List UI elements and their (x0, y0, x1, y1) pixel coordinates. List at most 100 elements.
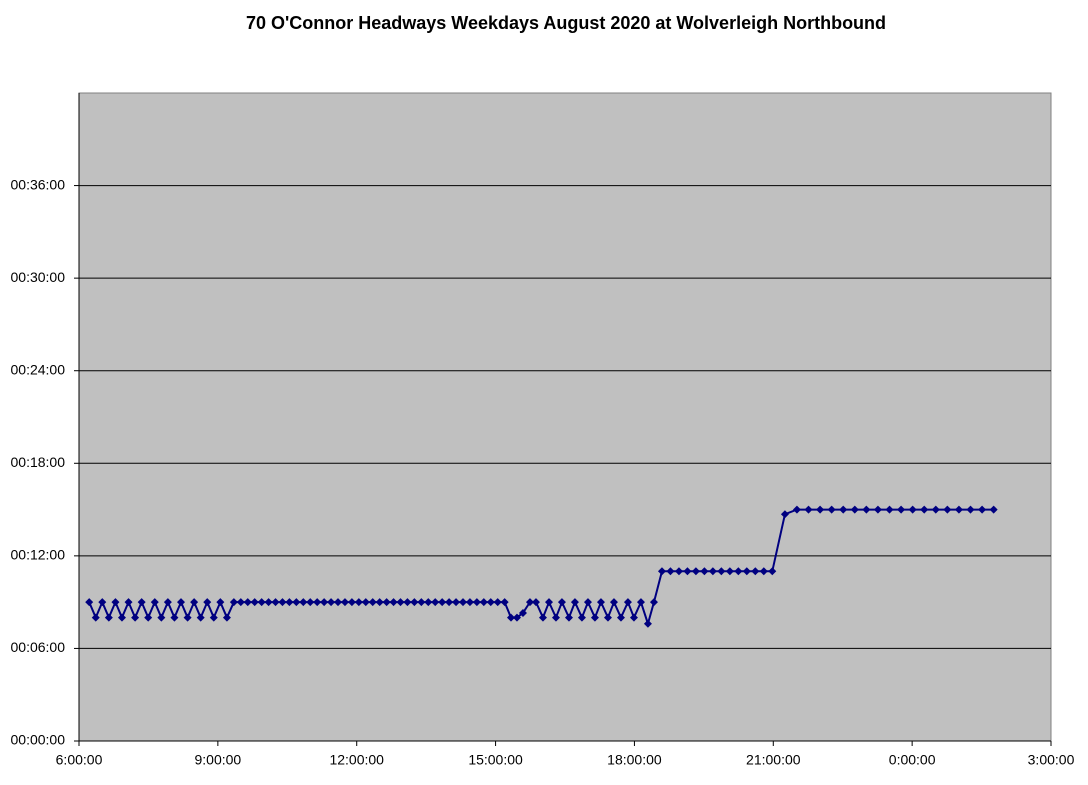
data-point (577, 613, 586, 622)
data-point (792, 505, 801, 514)
data-point (196, 613, 205, 622)
data-point (243, 598, 252, 607)
data-point (479, 598, 488, 607)
data-point (531, 598, 540, 607)
data-point (493, 598, 502, 607)
data-point (91, 613, 100, 622)
data-point (674, 567, 683, 576)
data-point (163, 598, 172, 607)
data-point (306, 598, 315, 607)
data-point (375, 598, 384, 607)
data-point (943, 505, 952, 514)
data-point (590, 613, 599, 622)
y-tick-label: 00:06:00 (11, 639, 66, 655)
data-point (285, 598, 294, 607)
data-point (368, 598, 377, 607)
data-point (734, 567, 743, 576)
x-tick-label: 9:00:00 (194, 752, 241, 768)
data-point (649, 598, 658, 607)
data-point (978, 505, 987, 514)
data-point (989, 505, 998, 514)
data-point (629, 613, 638, 622)
data-point (458, 598, 467, 607)
y-tick-label: 00:36:00 (11, 176, 66, 192)
data-point (885, 505, 894, 514)
data-point (596, 598, 605, 607)
data-point (839, 505, 848, 514)
data-point (354, 598, 363, 607)
data-point (403, 598, 412, 607)
data-point (465, 598, 474, 607)
data-point (751, 567, 760, 576)
data-point (780, 510, 789, 519)
data-point (643, 619, 652, 628)
data-point (137, 598, 146, 607)
y-tick-label: 00:24:00 (11, 361, 66, 377)
data-point (486, 598, 495, 607)
y-tick-label: 00:30:00 (11, 269, 66, 285)
data-point (472, 598, 481, 607)
data-point (438, 598, 447, 607)
data-point (216, 598, 225, 607)
data-point (104, 613, 113, 622)
chart-title: 70 O'Connor Headways Weekdays August 202… (246, 13, 886, 33)
data-point (954, 505, 963, 514)
data-point (570, 598, 579, 607)
data-point (666, 567, 675, 576)
data-point (691, 567, 700, 576)
x-tick-label: 21:00:00 (746, 752, 801, 768)
data-point (827, 505, 836, 514)
data-point (518, 608, 527, 617)
data-point (98, 598, 107, 607)
data-point (124, 598, 133, 607)
data-point (525, 598, 534, 607)
data-point (131, 613, 140, 622)
data-point (250, 598, 259, 607)
data-point (144, 613, 153, 622)
plot-area (78, 92, 1052, 742)
data-point (700, 567, 709, 576)
data-point (966, 505, 975, 514)
data-point (117, 613, 126, 622)
data-point (396, 598, 405, 607)
data-point (334, 598, 343, 607)
x-tick-label: 6:00:00 (56, 752, 103, 768)
data-point (623, 598, 632, 607)
data-point (264, 598, 273, 607)
data-point (931, 505, 940, 514)
data-point (506, 613, 515, 622)
data-point (271, 598, 280, 607)
data-point (816, 505, 825, 514)
x-tick-label: 12:00:00 (329, 752, 384, 768)
data-point (920, 505, 929, 514)
x-tick-label: 0:00:00 (889, 752, 936, 768)
y-tick-label: 00:00:00 (11, 732, 66, 748)
data-point (203, 598, 212, 607)
data-point (222, 613, 231, 622)
data-point (229, 598, 238, 607)
data-point (313, 598, 322, 607)
data-point (389, 598, 398, 607)
data-point (500, 598, 509, 607)
data-point (616, 613, 625, 622)
data-point (177, 598, 186, 607)
data-point (361, 598, 370, 607)
data-point (236, 598, 245, 607)
data-point (445, 598, 454, 607)
data-point (873, 505, 882, 514)
data-point (717, 567, 726, 576)
data-point (657, 567, 666, 576)
data-point (85, 598, 94, 607)
data-point (320, 598, 329, 607)
data-point (850, 505, 859, 514)
data-point (609, 598, 618, 607)
data-point (347, 598, 356, 607)
data-point (583, 598, 592, 607)
data-point (683, 567, 692, 576)
y-tick-label: 00:12:00 (11, 547, 66, 563)
x-tick-label: 15:00:00 (468, 752, 523, 768)
data-point (157, 613, 166, 622)
data-point (190, 598, 199, 607)
